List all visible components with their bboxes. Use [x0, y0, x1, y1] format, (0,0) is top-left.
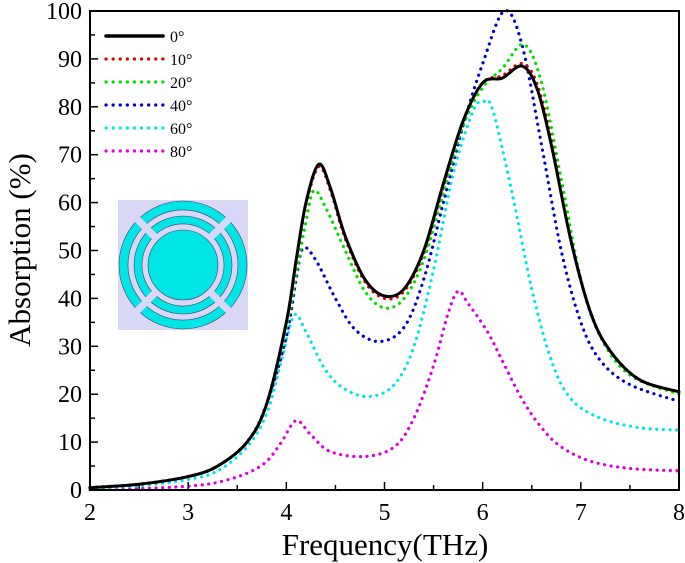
series-line-0deg [88, 64, 681, 490]
x-tick-label: 6 [477, 500, 489, 526]
legend-label: 0° [170, 29, 184, 46]
legend-label: 60° [170, 121, 192, 138]
y-tick-label: 10 [58, 430, 82, 456]
y-axis-title: Absorption (%) [2, 153, 37, 347]
legend-label: 20° [170, 75, 192, 92]
series-line-60deg [88, 98, 681, 491]
x-tick-label: 2 [84, 500, 96, 526]
inset-ring [133, 215, 233, 315]
series-line-40deg [88, 9, 681, 490]
y-tick-label: 100 [46, 0, 82, 25]
y-tick-label: 20 [58, 382, 82, 408]
x-tick-label: 4 [280, 500, 292, 526]
y-tick-label: 40 [58, 286, 82, 312]
y-tick-label: 90 [58, 47, 82, 73]
y-tick-label: 0 [70, 478, 82, 504]
inset-ring [118, 200, 248, 330]
unit-cell-inset [118, 200, 248, 330]
legend-label: 10° [170, 52, 192, 69]
y-tick-label: 70 [58, 143, 82, 169]
x-tick-label: 8 [673, 500, 685, 526]
legend-label: 80° [170, 144, 192, 161]
inset-center-disc [147, 229, 219, 301]
series-line-80deg [88, 289, 681, 492]
y-tick-label: 60 [58, 191, 82, 217]
curves [88, 9, 681, 492]
x-tick-label: 7 [575, 500, 587, 526]
legend-label: 40° [170, 98, 192, 115]
x-tick-label: 5 [379, 500, 391, 526]
y-tick-label: 80 [58, 95, 82, 121]
y-tick-label: 50 [58, 239, 82, 265]
x-tick-label: 3 [182, 500, 194, 526]
x-axis-title: Frequency(THz) [282, 527, 489, 562]
y-tick-label: 30 [58, 334, 82, 360]
legend: 0° 10° 20° 40° 60° 80° [104, 29, 192, 161]
